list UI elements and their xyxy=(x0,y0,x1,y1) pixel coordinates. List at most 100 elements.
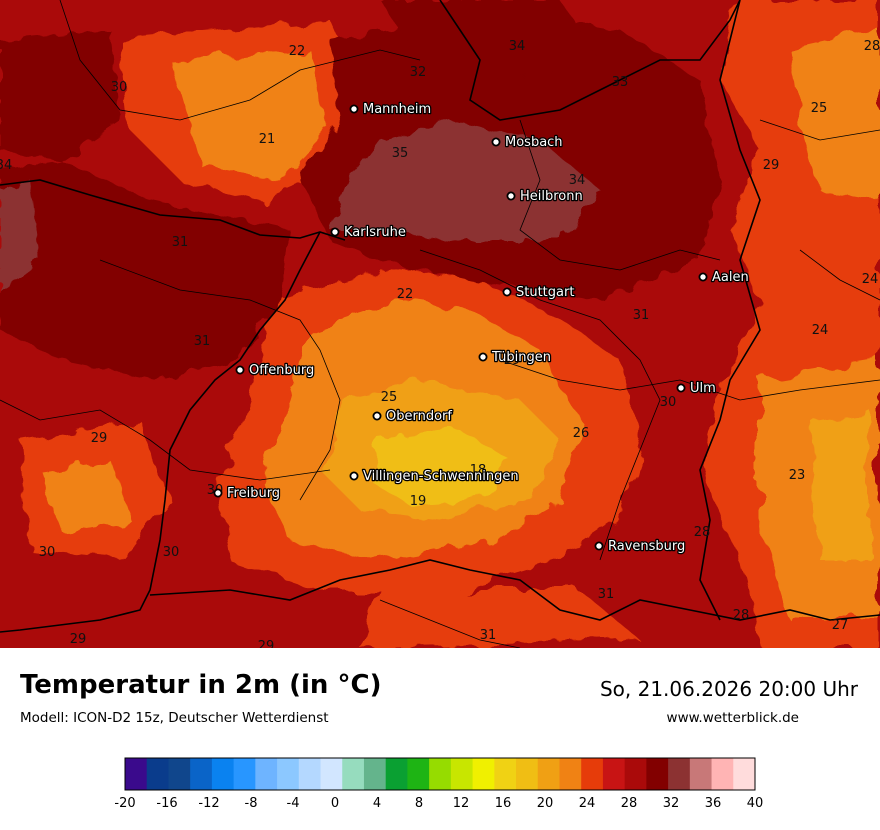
legend-color-cell xyxy=(472,758,495,790)
temperature-map: 22 34 32 33 28 30 25 21 35 34 29 34 31 22 24 31 24 31 29 25… xyxy=(0,0,880,648)
isotherm-value: 27 xyxy=(832,618,849,633)
isotherm-value: 31 xyxy=(633,308,650,323)
isotherm-value: 30 xyxy=(39,545,56,560)
isotherm-value: 31 xyxy=(598,587,615,602)
isotherm-value: 23 xyxy=(789,468,806,483)
legend-tick-label: 16 xyxy=(495,796,512,811)
city-dot xyxy=(698,272,708,282)
city-marker: Stuttgart xyxy=(502,284,576,301)
isotherm-value: 25 xyxy=(381,390,398,405)
isotherm-value: 34 xyxy=(0,158,12,173)
legend-color-cell xyxy=(320,758,343,790)
legend-tick-label: 0 xyxy=(331,796,339,811)
legend-tick-label: 24 xyxy=(579,796,596,811)
legend-tick-label: 40 xyxy=(747,796,764,811)
legend-tick-label: -20 xyxy=(114,796,135,811)
legend-frame xyxy=(124,757,756,791)
isotherm-value: 30 xyxy=(111,80,128,95)
isotherm-value: 29 xyxy=(258,639,275,648)
city-dot xyxy=(594,541,604,551)
legend-color-cell xyxy=(190,758,213,790)
legend-color-cell xyxy=(581,758,604,790)
isotherm-value: 22 xyxy=(397,287,414,302)
isotherm-value: 19 xyxy=(410,494,427,509)
isotherm-value: 30 xyxy=(660,395,677,410)
city-label: Aalen xyxy=(712,270,749,285)
city-label: Ulm xyxy=(690,381,716,396)
isotherm-value: 32 xyxy=(410,65,427,80)
city-dot xyxy=(213,488,223,498)
city-marker: Freiburg xyxy=(213,485,281,502)
legend-tick-label: -4 xyxy=(287,796,300,811)
city-dot xyxy=(330,227,340,237)
isotherm-value: 28 xyxy=(733,608,750,623)
legend-color-cell xyxy=(233,758,256,790)
isotherm-value: 25 xyxy=(811,101,828,116)
legend-color-cell xyxy=(624,758,647,790)
website-link[interactable]: www.wetterblick.de xyxy=(666,710,799,726)
isotherm-value: 29 xyxy=(70,632,87,647)
legend-color-cell xyxy=(494,758,517,790)
legend-color-cell xyxy=(450,758,474,790)
legend-tick-labels: -20 -16 -12 -8 -4 0 4 8 12 16 20 24 28 32 36 40 xyxy=(114,796,763,811)
legend-color-cell xyxy=(385,758,408,790)
isotherm-value: 24 xyxy=(862,272,879,287)
legend-color-cell xyxy=(298,758,322,790)
city-dot xyxy=(235,365,245,375)
legend-tick-label: 8 xyxy=(415,796,423,811)
legend-color-cell xyxy=(668,758,691,790)
city-marker: Ravensburg xyxy=(594,538,687,555)
color-scale-legend: -20 -16 -12 -8 -4 0 4 8 12 16 20 24 28 32 36 40 xyxy=(114,757,763,811)
legend-color-cell xyxy=(689,758,713,790)
city-label: Ravensburg xyxy=(608,539,685,554)
city-label: Villingen-Schwenningen xyxy=(363,469,519,484)
city-label: Heilbronn xyxy=(520,189,583,204)
legend-tick-label: 4 xyxy=(373,796,381,811)
legend-color-cell xyxy=(516,758,539,790)
legend-color-cell xyxy=(211,758,235,790)
legend-color-cell xyxy=(429,758,452,790)
map-canvas: 22 34 32 33 28 30 25 21 35 34 29 34 31 22 24 31 24 31 29 25… xyxy=(0,0,880,648)
city-marker: Mannheim xyxy=(349,101,432,118)
city-marker: Villingen-Schwenningen xyxy=(349,468,520,485)
legend-color-cell xyxy=(559,758,582,790)
isotherm-value: 34 xyxy=(569,173,586,188)
forecast-datetime: So, 21.06.2026 20:00 Uhr xyxy=(599,677,858,701)
isotherm-value: 31 xyxy=(194,334,211,349)
city-dot xyxy=(372,411,382,421)
city-label: Karlsruhe xyxy=(344,225,406,240)
city-marker: Tübingen xyxy=(478,349,552,366)
legend-color-cell xyxy=(733,758,756,790)
isotherm-value: 24 xyxy=(812,323,829,338)
city-markers: Mannheim Mosbach Heilbronn Karlsruhe Aalen St… xyxy=(213,101,750,555)
isotherm-value: 33 xyxy=(612,75,629,90)
map-title: Temperatur in 2m (in °C) xyxy=(20,670,382,700)
legend-tick-label: 12 xyxy=(453,796,470,811)
isotherm-value: 29 xyxy=(763,158,780,173)
legend-color-cell xyxy=(125,758,148,790)
temp-field-zones xyxy=(20,0,880,648)
isotherm-value: 35 xyxy=(392,146,409,161)
legend-color-cell xyxy=(646,758,669,790)
city-label: Freiburg xyxy=(227,486,280,501)
city-marker: Oberndorf xyxy=(372,408,454,425)
city-label: Tübingen xyxy=(491,350,551,365)
city-label: Oberndorf xyxy=(386,409,452,424)
legend-color-cell xyxy=(711,758,734,790)
legend-color-cell xyxy=(146,758,169,790)
isotherm-value: 31 xyxy=(172,235,189,250)
isotherm-value: 34 xyxy=(509,39,526,54)
city-dot xyxy=(491,137,501,147)
legend-tick-label: -16 xyxy=(156,796,177,811)
isotherm-value: 26 xyxy=(573,426,590,441)
legend-color-cell xyxy=(342,758,365,790)
city-label: Offenburg xyxy=(249,363,314,378)
legend-color-cell xyxy=(537,758,560,790)
city-marker: Karlsruhe xyxy=(330,224,407,241)
isotherm-value: 18 xyxy=(470,463,487,478)
isotherm-value: 28 xyxy=(864,39,880,54)
legend-color-cell xyxy=(602,758,626,790)
isotherm-value: 29 xyxy=(91,431,108,446)
city-dot xyxy=(349,471,359,481)
legend-tick-label: 36 xyxy=(705,796,722,811)
